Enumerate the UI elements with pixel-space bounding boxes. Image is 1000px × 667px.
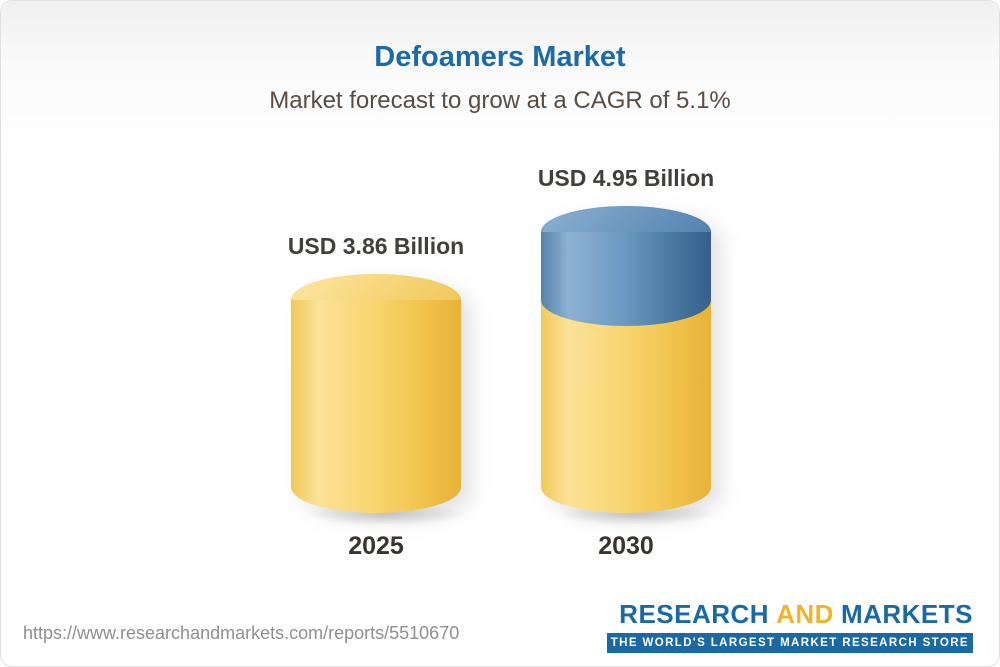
logo-word-research: RESEARCH (619, 599, 770, 629)
research-and-markets-logo[interactable]: RESEARCH AND MARKETS THE WORLD'S LARGEST… (606, 599, 973, 653)
bar-2025-body (291, 300, 461, 513)
logo-word-and: AND (776, 599, 834, 629)
value-label-2025: USD 3.86 Billion (287, 233, 465, 259)
logo-wordmark: RESEARCH AND MARKETS (607, 599, 973, 630)
bar-2030-growth-segment (541, 232, 711, 326)
bar-2030 (541, 206, 711, 513)
category-label-2025: 2025 (348, 532, 404, 560)
logo-word-markets: MARKETS (840, 599, 973, 629)
bar-2030-base-segment (541, 300, 711, 513)
value-label-2030: USD 4.95 Billion (537, 165, 715, 191)
chart-title: Defoamers Market (374, 41, 626, 73)
report-url-link[interactable]: https://www.researchandmarkets.com/repor… (23, 623, 460, 643)
chart-subtitle: Market forecast to grow at a CAGR of 5.1… (269, 87, 731, 114)
logo-tagline: THE WORLD'S LARGEST MARKET RESEARCH STOR… (606, 633, 973, 653)
bar-2025 (291, 274, 461, 513)
category-label-2030: 2030 (598, 532, 654, 560)
